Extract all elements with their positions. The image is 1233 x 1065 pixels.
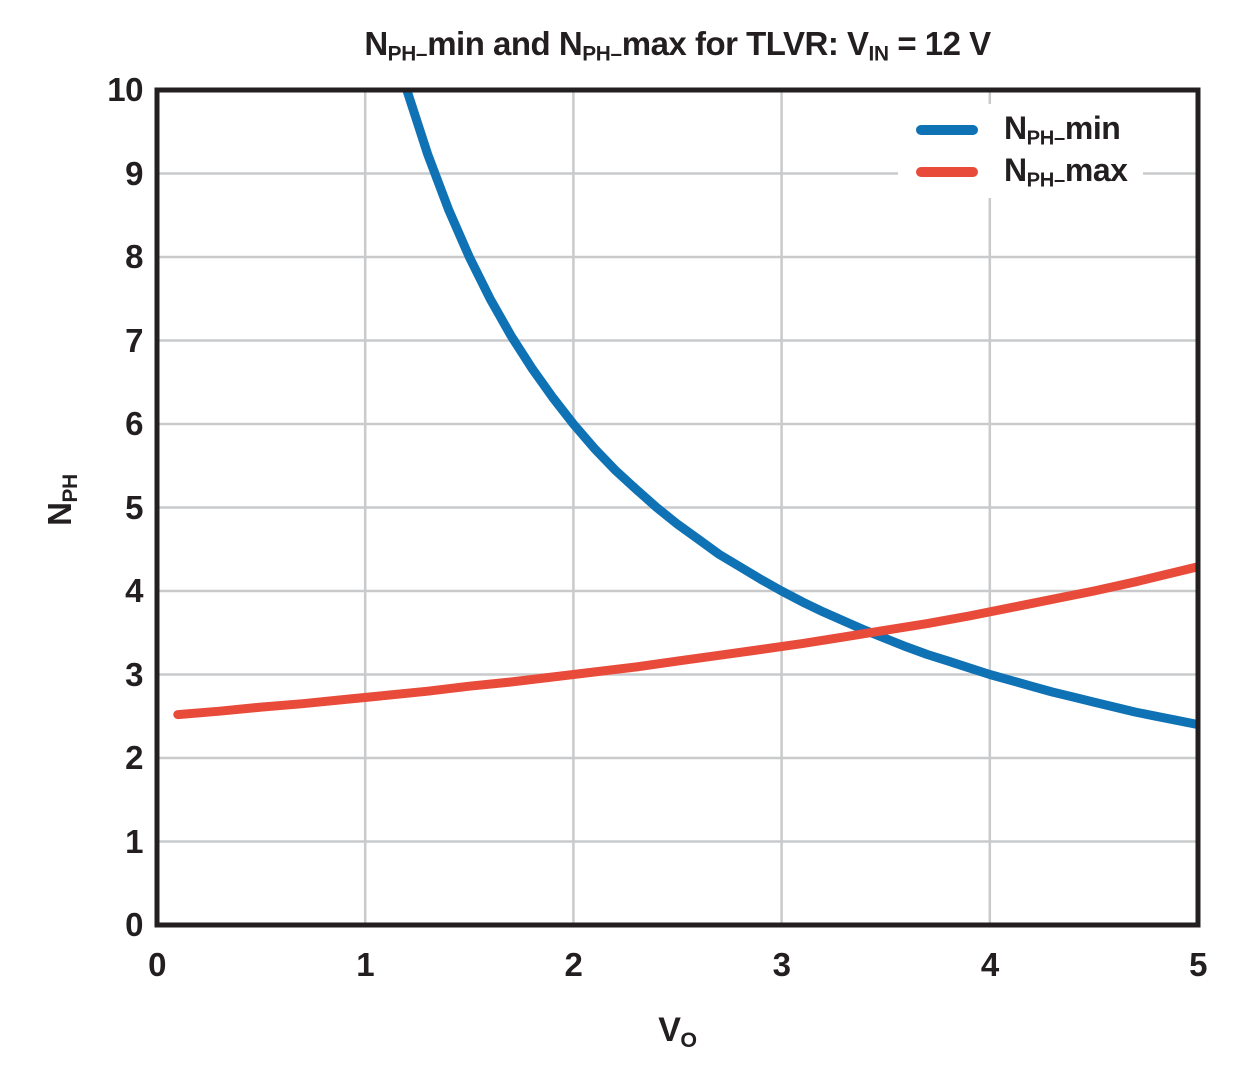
x-tick-label: 4 [980, 946, 999, 983]
curve-nph-max [173, 562, 1198, 720]
legend-line-swatch-nph-max [916, 167, 978, 177]
x-tick-label: 0 [148, 946, 166, 983]
y-tick-label: 5 [125, 488, 143, 526]
legend-label-nph-min: NPH–min [1004, 109, 1121, 150]
legend-entry-nph-max: NPH–max [916, 151, 1128, 193]
legend-label-nph-max: NPH–max [1004, 151, 1128, 192]
y-tick-label: 6 [125, 405, 143, 442]
x-tick-label: 2 [564, 946, 583, 983]
x-axis-label: VO [658, 1011, 697, 1052]
plot-area [154, 87, 1201, 928]
y-tick-label: 10 [107, 71, 143, 108]
chart-title: NPH–min and NPH–max for TLVR: VIN = 12 V [364, 25, 991, 66]
x-tick-label: 5 [1189, 946, 1207, 983]
curve-nph-min [402, 90, 1198, 730]
grid [157, 90, 1198, 925]
y-tick-label: 7 [125, 321, 143, 359]
y-tick-label: 4 [125, 572, 143, 609]
y-tick-label: 0 [125, 906, 143, 943]
y-tick-label: 1 [125, 822, 143, 860]
legend-entries: NPH–min NPH–max [916, 109, 1128, 193]
y-tick-label: 8 [125, 238, 143, 275]
y-tick-label: 9 [125, 154, 143, 192]
legend-line-swatch-nph-min [916, 125, 978, 135]
legend: NPH–min NPH–max [898, 104, 1144, 198]
x-tick-label: 1 [356, 946, 375, 983]
y-tick-label: 3 [125, 655, 143, 693]
legend-entry-nph-min: NPH–min [916, 109, 1127, 151]
y-tick-label: 2 [125, 739, 143, 776]
x-tick-label: 3 [772, 946, 791, 983]
plot-border [154, 87, 1201, 928]
